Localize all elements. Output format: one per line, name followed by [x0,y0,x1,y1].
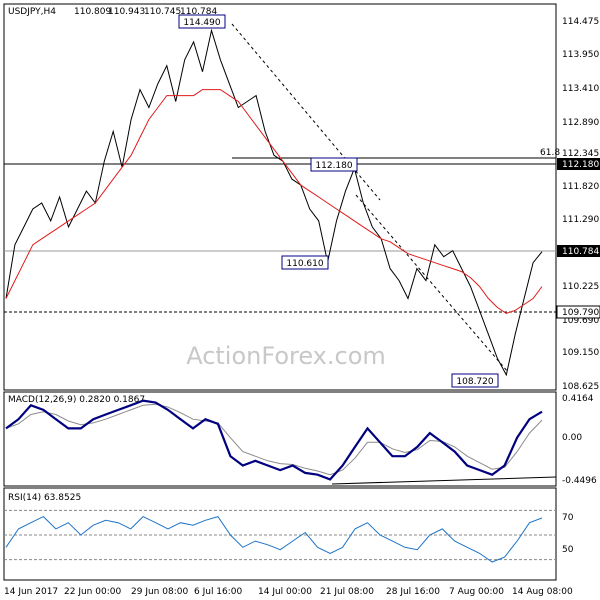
support-level-badge: 109.790 [556,305,600,319]
time-tick-1: 22 Jun 00:00 [64,587,121,597]
price-tick-1: 113.950 [562,50,599,60]
price-series [5,28,543,377]
watermark: ActionForex.com [186,342,386,370]
rsi-line [5,515,543,563]
macd-line [5,399,543,481]
trendline-down [231,23,381,201]
time-tick-0: 14 Jun 2017 [4,587,58,597]
rsi-series [4,509,556,563]
rsi-panel [3,487,557,581]
price-tick-0: 114.475 [562,17,599,27]
price-tick-2: 113.410 [562,84,599,94]
current-price-badge: 110.784 [557,245,600,257]
macd-label: MACD(12,26,9) 0.2820 0.1867 [8,395,145,405]
macd-signal-line [5,403,543,476]
annotation-112180-label: 112.180 [315,161,352,171]
annotation-108720: 108.720 [451,373,499,388]
annotation-114490-label: 114.490 [183,18,220,28]
macd-axis: 0.4164 0.00 -0.4496 [562,394,597,486]
moving-average-line [5,89,543,314]
price-tick-4: 112.345 [562,149,599,159]
macd-series [5,399,543,481]
price-tick-10: 109.150 [562,348,599,358]
annotation-112180: 112.180 [310,157,358,172]
macd-tick-0: 0.4164 [562,394,594,404]
price-tick-8: 110.225 [562,282,599,292]
fib-level-badge-text: 112.180 [562,160,599,170]
time-tick-3: 6 Jul 16:00 [194,587,243,597]
time-axis: 14 Jun 2017 22 Jun 00:00 29 Jun 08:00 6 … [4,587,573,597]
ohlc-low: 110.745 [144,7,181,17]
macd-tick-1: 0.00 [562,433,582,443]
time-tick-6: 28 Jul 16:00 [386,587,440,597]
time-tick-5: 21 Jul 08:00 [320,587,374,597]
rsi-tick-0: 70 [562,513,574,523]
price-tick-9: 109.690 [562,316,599,326]
price-tick-3: 112.890 [562,118,599,128]
macd-divergence-line [331,476,557,485]
support-level-badge-text: 109.790 [562,308,599,318]
price-panel [3,3,557,391]
price-tick-5: 111.820 [562,182,599,192]
fib-percent-label: 61.8 [540,148,560,158]
ohlc-high: 110.943 [108,7,145,17]
macd-tick-2: -0.4496 [562,476,597,486]
annotation-110610-label: 110.610 [286,259,323,269]
current-price-badge-text: 110.784 [562,247,599,257]
rsi-tick-1: 50 [562,545,574,555]
ohlc-close: 110.784 [180,7,217,17]
annotation-114490: 114.490 [178,14,226,29]
time-tick-4: 14 Jul 00:00 [258,587,312,597]
symbol-label: USDJPY,H4 [8,7,56,17]
rsi-label: RSI(14) 63.8525 [8,493,81,503]
price-axis: 114.475 113.950 113.410 112.890 112.345 … [562,17,599,392]
price-tick-6: 111.290 [562,215,599,225]
rsi-axis: 70 50 [562,513,574,555]
annotation-110610: 110.610 [281,255,329,270]
macd-panel [3,391,557,487]
price-tick-11: 108.625 [562,382,599,392]
fib-level-badge: 112.180 [557,158,600,170]
time-tick-7: 7 Aug 00:00 [449,587,504,597]
time-tick-8: 14 Aug 08:00 [512,587,573,597]
annotation-108720-label: 108.720 [456,377,493,387]
trendline-down-2 [355,194,509,373]
time-tick-2: 29 Jun 08:00 [131,587,188,597]
ohlc-open: 110.809 [74,7,111,17]
